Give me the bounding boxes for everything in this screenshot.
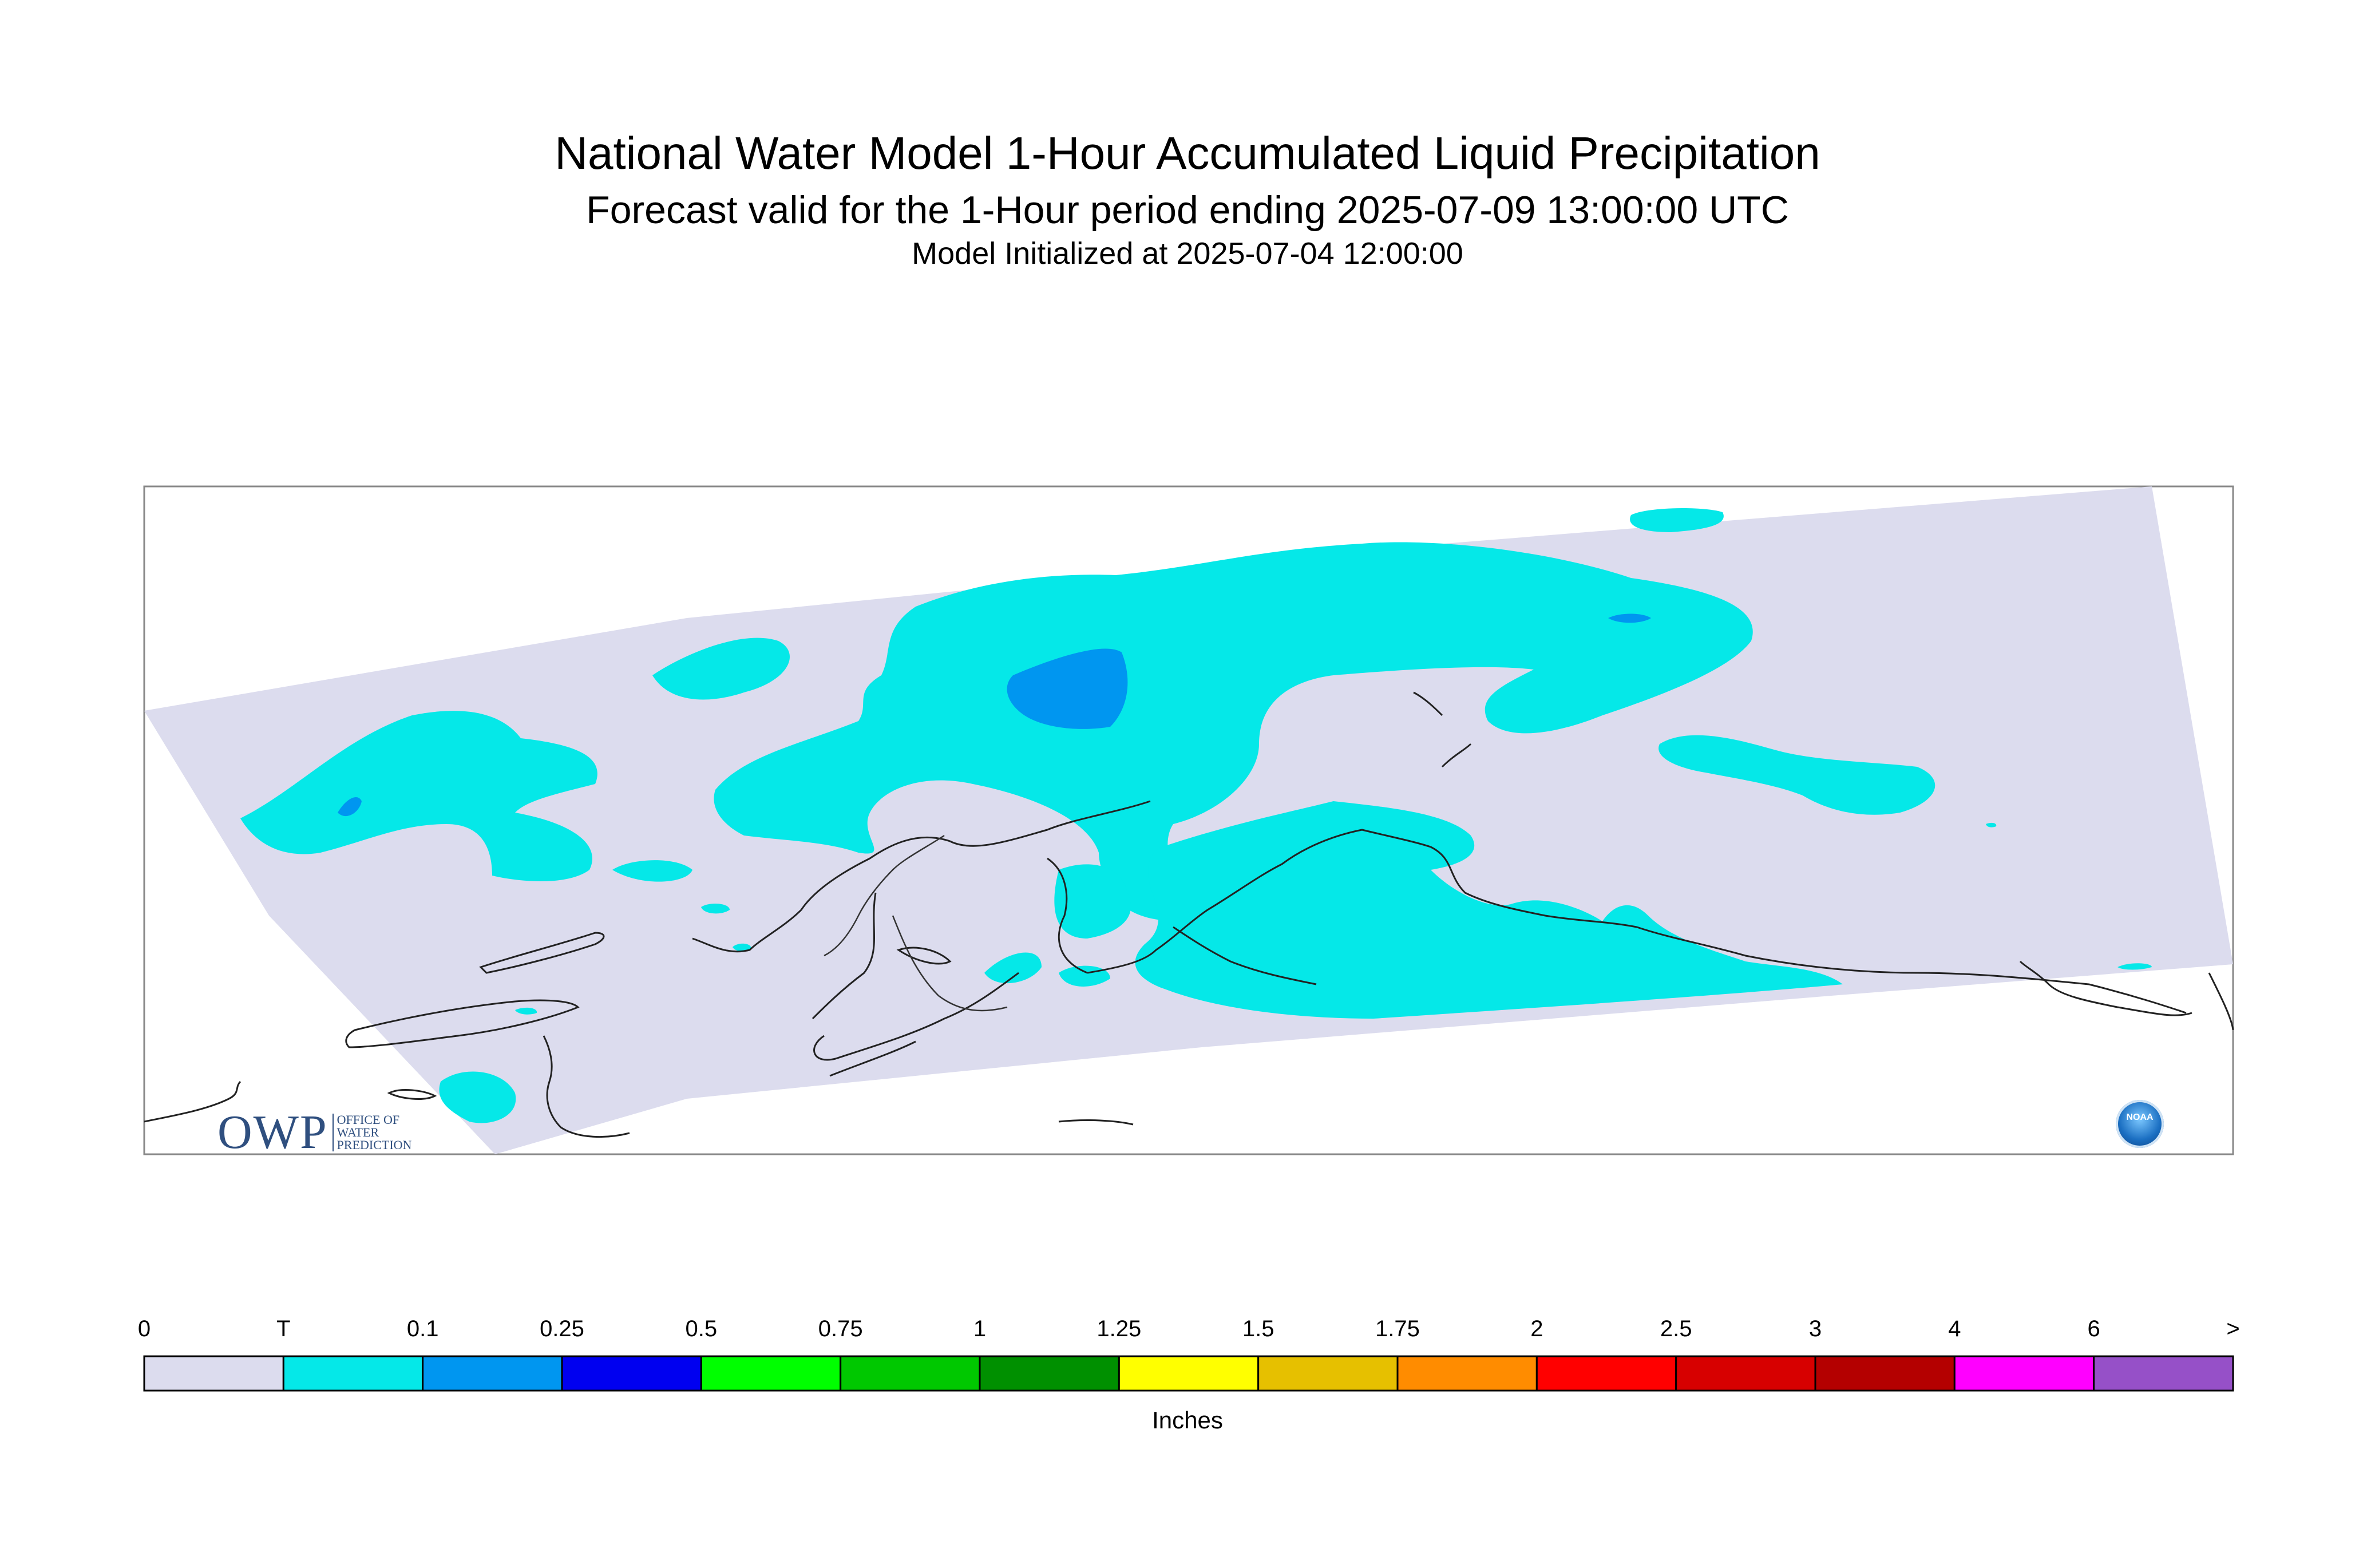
owp-office-line3: PREDICTION bbox=[337, 1137, 412, 1152]
chart-title: National Water Model 1-Hour Accumulated … bbox=[555, 128, 1820, 179]
colorbar-swatches bbox=[143, 1355, 2234, 1392]
colorbar-swatch bbox=[2093, 1355, 2234, 1392]
colorbar-units-label: Inches bbox=[1152, 1407, 1223, 1434]
colorbar-tick-label: 2.5 bbox=[1660, 1316, 1692, 1341]
noaa-logo-text: NOAA bbox=[2126, 1112, 2154, 1122]
precip-light-areas bbox=[338, 613, 1651, 817]
colorbar-tick-label: 2 bbox=[1530, 1316, 1543, 1341]
colorbar-swatch bbox=[700, 1355, 842, 1392]
colorbar-tick-label: 1.25 bbox=[1097, 1316, 1142, 1341]
owp-logo-office-text: OFFICE OF WATER PREDICTION bbox=[332, 1112, 412, 1152]
alaska-outline bbox=[824, 834, 1008, 1012]
colorbar-swatch bbox=[1257, 1355, 1399, 1392]
colorbar-swatch bbox=[840, 1355, 981, 1392]
colorbar-tick-label: 0 bbox=[137, 1316, 151, 1341]
precip-trace-areas bbox=[240, 508, 2152, 1123]
colorbar-tick-label: 1.5 bbox=[1242, 1316, 1274, 1341]
owp-office-line1: OFFICE OF bbox=[337, 1112, 400, 1127]
colorbar-tick-label: 1.75 bbox=[1375, 1316, 1420, 1341]
owp-logo-letters: OWP bbox=[217, 1106, 328, 1159]
colorbar-tick-label: > bbox=[2226, 1316, 2240, 1341]
colorbar-swatch bbox=[1396, 1355, 1538, 1392]
colorbar-tick-label: 1 bbox=[973, 1316, 987, 1341]
colorbar-tick-label: 3 bbox=[1808, 1316, 1822, 1341]
model-init-label: Model Initialized at 2025-07-04 12:00:00 bbox=[912, 236, 1463, 271]
colorbar-tick-label: T bbox=[276, 1316, 291, 1341]
colorbar-tick-label: 6 bbox=[2087, 1316, 2100, 1341]
colorbar-swatch bbox=[1675, 1355, 1816, 1392]
colorbar-swatch bbox=[1535, 1355, 1677, 1392]
colorbar-swatch bbox=[1814, 1355, 1956, 1392]
colorbar-swatch bbox=[143, 1355, 284, 1392]
owp-logo: OWP OFFICE OF WATER PREDICTION bbox=[217, 1104, 411, 1160]
owp-office-line2: WATER bbox=[337, 1124, 379, 1139]
colorbar-tick-label: 4 bbox=[1948, 1316, 1961, 1341]
colorbar-tick-label: 0.5 bbox=[685, 1316, 718, 1341]
colorbar-tick-label: 0.25 bbox=[540, 1316, 584, 1341]
colorbar-swatch bbox=[1118, 1355, 1260, 1392]
colorbar-swatch bbox=[1953, 1355, 2095, 1392]
colorbar-swatch bbox=[979, 1355, 1120, 1392]
colorbar-swatch bbox=[422, 1355, 563, 1392]
coastlines bbox=[144, 691, 2234, 1138]
colorbar-swatch bbox=[561, 1355, 702, 1392]
colorbar-tick-label: 0.1 bbox=[406, 1316, 439, 1341]
colorbar-swatch bbox=[282, 1355, 424, 1392]
noaa-logo: NOAA bbox=[2116, 1100, 2164, 1148]
chart-subtitle: Forecast valid for the 1-Hour period end… bbox=[586, 188, 1789, 232]
colorbar-tick-label: 0.75 bbox=[818, 1316, 863, 1341]
